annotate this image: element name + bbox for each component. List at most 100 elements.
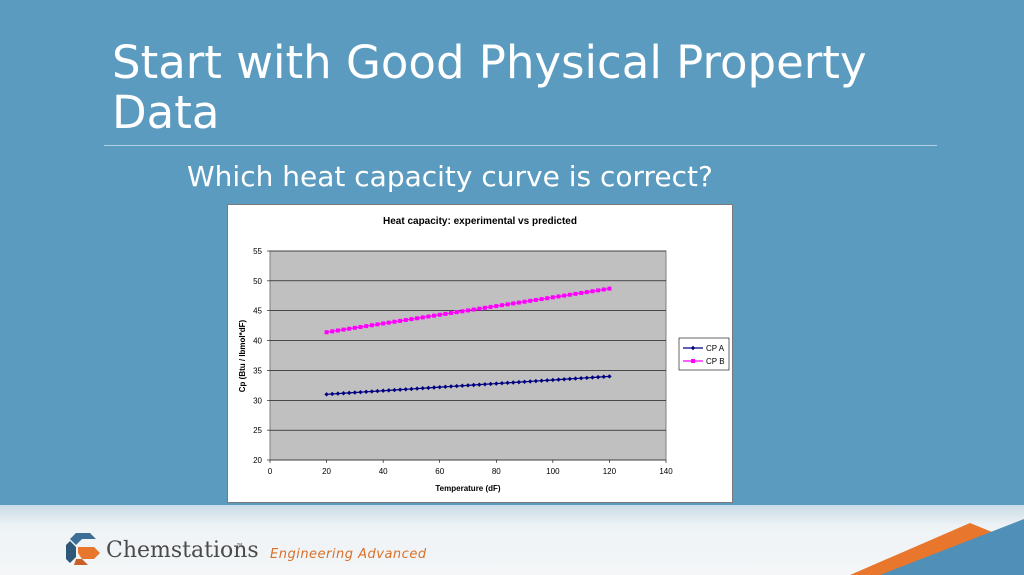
data-point xyxy=(466,308,470,313)
data-point xyxy=(590,375,595,380)
data-point xyxy=(471,307,476,312)
chart-frame: Heat capacity: experimental vs predicted… xyxy=(227,204,733,503)
data-point xyxy=(358,324,363,329)
tagline: Engineering Advanced xyxy=(270,547,427,562)
data-point xyxy=(409,317,414,322)
data-point xyxy=(567,292,572,297)
y-tick-label: 35 xyxy=(253,366,262,375)
data-point xyxy=(375,322,380,327)
data-point xyxy=(522,299,527,304)
data-point xyxy=(505,302,510,307)
data-point xyxy=(533,297,538,302)
data-point xyxy=(409,386,414,392)
y-tick-label: 20 xyxy=(253,456,262,465)
data-point xyxy=(386,320,391,325)
legend-marker xyxy=(690,345,696,351)
slide-title: Start with Good Physical Property Data xyxy=(112,36,867,139)
x-tick-label: 140 xyxy=(659,467,673,476)
data-point xyxy=(522,379,527,384)
data-point xyxy=(415,316,420,321)
data-point xyxy=(584,290,589,295)
x-tick-label: 100 xyxy=(546,467,560,476)
data-point xyxy=(347,326,352,331)
data-point xyxy=(324,330,329,335)
data-point xyxy=(341,391,346,396)
legend-marker xyxy=(691,359,695,363)
data-point xyxy=(550,295,555,300)
y-tick-label: 40 xyxy=(253,337,262,346)
data-point xyxy=(488,381,493,387)
data-point xyxy=(375,388,380,394)
data-point xyxy=(369,323,374,328)
data-point xyxy=(556,294,561,299)
logo-text: Chemstations xyxy=(106,538,259,563)
data-point xyxy=(460,383,465,388)
data-point xyxy=(545,296,550,301)
footer: Chemstations ™ Engineering Advanced xyxy=(0,505,1024,575)
x-tick-label: 120 xyxy=(603,467,617,476)
data-point xyxy=(324,392,329,397)
data-point xyxy=(573,376,578,381)
data-point xyxy=(358,389,363,395)
data-point xyxy=(539,297,544,302)
data-point xyxy=(403,318,408,323)
data-point xyxy=(448,384,454,389)
data-point xyxy=(601,287,606,292)
data-point xyxy=(488,304,493,309)
x-tick-label: 40 xyxy=(379,467,388,476)
x-tick-label: 20 xyxy=(322,467,331,476)
data-point xyxy=(590,289,595,294)
data-point xyxy=(477,382,482,387)
data-point xyxy=(579,290,584,295)
data-point xyxy=(386,388,391,393)
data-point xyxy=(494,381,499,386)
data-point xyxy=(596,288,601,293)
data-point xyxy=(494,304,499,309)
footer-accent-shape xyxy=(850,519,1024,575)
data-point xyxy=(369,389,375,394)
data-point xyxy=(352,325,357,330)
data-point xyxy=(454,383,459,389)
data-point xyxy=(505,380,510,386)
data-point xyxy=(335,391,341,396)
data-point xyxy=(533,378,539,384)
data-point xyxy=(381,321,386,326)
y-tick-label: 45 xyxy=(253,307,262,316)
data-point xyxy=(420,386,425,391)
legend-label: CP A xyxy=(706,344,725,353)
legend-label: CP B xyxy=(706,357,725,366)
data-point xyxy=(443,311,448,316)
data-point xyxy=(380,388,386,393)
title-divider xyxy=(104,145,937,146)
data-point xyxy=(392,319,397,324)
data-point xyxy=(528,298,533,303)
data-point xyxy=(437,312,442,317)
data-point xyxy=(607,374,612,379)
data-point xyxy=(397,387,403,392)
y-tick-label: 55 xyxy=(253,247,262,256)
data-point xyxy=(330,391,335,397)
data-point xyxy=(607,286,612,291)
data-point xyxy=(432,313,437,318)
data-point xyxy=(499,303,504,308)
x-axis-label: Temperature (dF) xyxy=(435,484,501,493)
plot-area xyxy=(269,250,667,461)
y-axis-ticks: 20 25 30 35 40 45 50 55 xyxy=(253,247,270,465)
y-tick-label: 50 xyxy=(253,277,262,286)
chart-title: Heat capacity: experimental vs predicted xyxy=(383,216,577,227)
data-point xyxy=(482,305,487,310)
y-axis-label: Cp (Btu / lbmol*dF) xyxy=(238,319,247,392)
data-point xyxy=(347,390,352,396)
data-point xyxy=(516,379,522,385)
slide-subtitle: Which heat capacity curve is correct? xyxy=(187,160,713,193)
data-point xyxy=(471,382,476,388)
logo-trademark: ™ xyxy=(236,542,244,551)
data-point xyxy=(511,301,516,306)
legend-box xyxy=(678,337,730,371)
x-tick-label: 80 xyxy=(492,467,501,476)
data-point xyxy=(330,329,335,334)
data-point xyxy=(363,389,369,395)
data-point xyxy=(482,382,488,387)
data-point xyxy=(426,314,431,319)
data-point xyxy=(414,386,420,391)
